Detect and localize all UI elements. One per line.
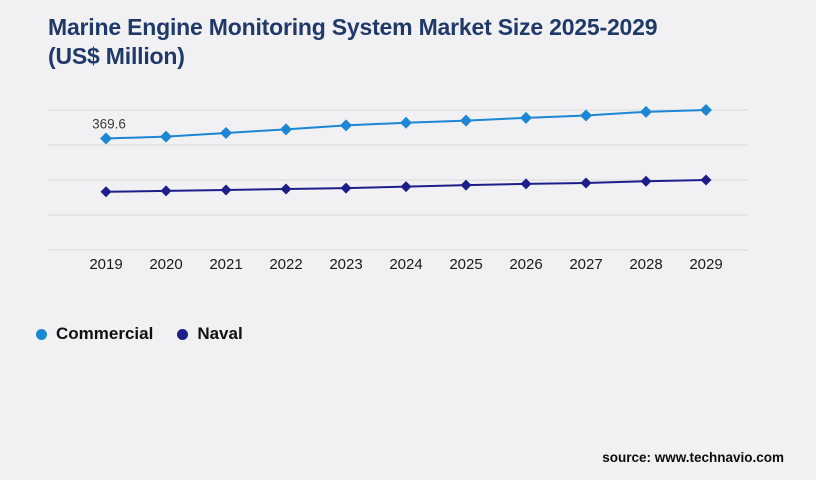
source-credit: source: www.technavio.com: [602, 450, 784, 465]
x-axis: 2019 2020 2021 2022 2023 2024 2025 2026 2027 2028…: [0, 256, 816, 278]
x-axis-label-2024: 2024: [389, 256, 423, 273]
x-axis-label-2029: 2029: [689, 256, 723, 273]
data-point-naval-2023: [340, 182, 352, 194]
data-point-naval-2020: [160, 185, 172, 197]
data-point-naval-2025: [460, 179, 472, 191]
x-axis-label-2022: 2022: [269, 256, 303, 273]
data-point-naval-2029: [700, 174, 712, 186]
data-point-naval-2028: [640, 175, 652, 187]
data-point-commercial-2020: [160, 130, 172, 143]
legend: Commercial Naval: [36, 324, 243, 344]
chart-title-line2: (US$ Million): [48, 43, 185, 69]
data-point-naval-2021: [220, 184, 232, 196]
x-axis-label-2025: 2025: [449, 256, 483, 273]
legend-dot-commercial: [36, 328, 47, 340]
data-point-commercial-2019: [100, 132, 112, 145]
legend-label: Naval: [197, 324, 243, 343]
data-point-commercial-2027: [580, 109, 592, 122]
x-axis-label-2021: 2021: [209, 256, 243, 273]
legend-label: Commercial: [56, 324, 154, 343]
data-point-commercial-2022: [280, 123, 292, 136]
data-point-naval-2027: [580, 177, 592, 189]
legend-item-commercial[interactable]: Commercial: [36, 324, 153, 344]
data-point-naval-2019: [100, 186, 112, 198]
x-axis-label-2023: 2023: [329, 256, 363, 273]
chart-title: Marine Engine Monitoring System Market S…: [48, 13, 768, 71]
x-axis-label-2026: 2026: [509, 256, 543, 273]
x-axis-label-2019: 2019: [89, 256, 123, 273]
x-axis-label-2028: 2028: [629, 256, 663, 273]
data-point-commercial-2029: [700, 104, 712, 117]
data-point-naval-2026: [520, 178, 532, 190]
data-point-naval-2022: [280, 183, 292, 195]
data-point-commercial-2023: [340, 119, 352, 132]
data-point-naval-2024: [400, 181, 412, 193]
data-label: 369.6: [92, 117, 126, 132]
legend-dot-naval: [177, 328, 189, 340]
data-point-commercial-2028: [640, 105, 652, 118]
chart-title-line1: Marine Engine Monitoring System Market S…: [48, 14, 658, 40]
data-point-commercial-2021: [220, 126, 232, 139]
data-point-commercial-2025: [460, 114, 472, 127]
plot-area: 369.6: [48, 104, 748, 251]
data-point-commercial-2024: [400, 116, 412, 129]
x-axis-label-2027: 2027: [569, 256, 603, 273]
x-axis-label-2020: 2020: [149, 256, 183, 273]
legend-item-naval[interactable]: Naval: [177, 324, 243, 344]
data-point-commercial-2026: [520, 111, 532, 124]
